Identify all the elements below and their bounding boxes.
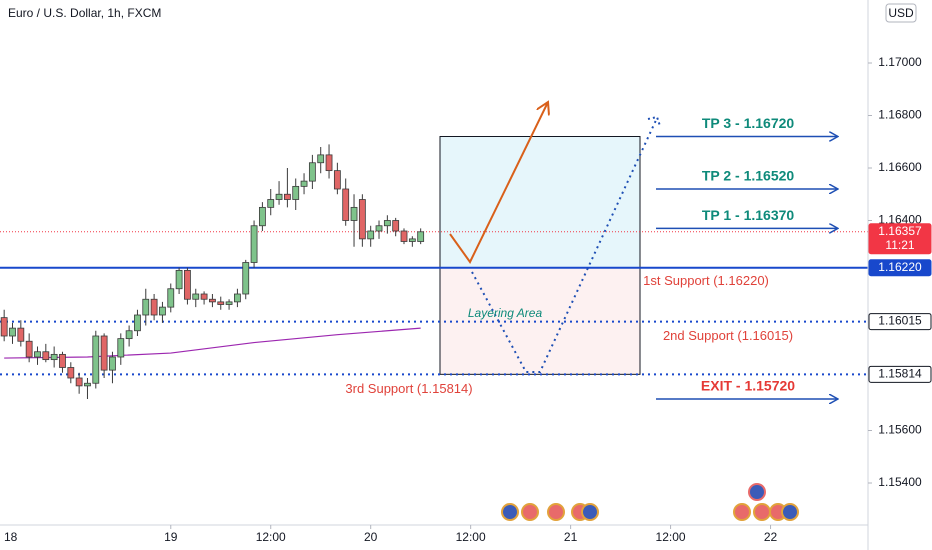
candle-body (333, 170, 341, 190)
candle-body (192, 293, 200, 300)
y-tick-label: 1.15400 (878, 475, 922, 489)
path-arrowhead (647, 115, 661, 127)
x-tick-label: 22 (764, 530, 778, 544)
candle-body (134, 314, 141, 332)
candle-body (325, 154, 333, 172)
currency: USD (888, 6, 914, 20)
candle-body (250, 225, 258, 263)
candle-body (100, 335, 108, 371)
price-tag-label: 1.16015 (878, 314, 922, 328)
price-tag-label: 1.15814 (878, 366, 922, 380)
y-tick-label: 1.16400 (878, 213, 922, 227)
y-tick-label: 1.16800 (878, 108, 922, 122)
candle-body (175, 269, 183, 290)
candle-body (350, 206, 358, 221)
candle-body (342, 188, 350, 221)
zone-label: Layering Area (468, 306, 543, 320)
y-tick-label: 1.15600 (878, 423, 922, 437)
profit-zone (439, 136, 641, 269)
candle-body (59, 353, 66, 368)
candle-body (0, 317, 8, 337)
x-tick-label: 20 (364, 530, 378, 544)
x-tick-label: 12:00 (256, 530, 286, 544)
price-tag (868, 365, 932, 383)
candle-body (200, 293, 208, 300)
x-tick-label: 18 (4, 530, 18, 544)
candle-body (167, 288, 175, 308)
candle-body (75, 377, 83, 387)
candle-body (308, 162, 316, 182)
candle-body (17, 327, 25, 342)
candle-body (142, 298, 150, 316)
support-label: 3rd Support (1.15814) (345, 381, 472, 396)
candle-body (125, 330, 133, 340)
price-tag (868, 313, 932, 331)
price-tag-label: 1.16357 (878, 224, 922, 238)
candle-body (117, 338, 125, 358)
candle-body (217, 301, 225, 305)
candle-body (292, 185, 300, 200)
chart-title: Euro / U.S. Dollar, 1h, FXCM (8, 6, 161, 20)
candle-body (242, 262, 250, 295)
x-tick-label: 12:00 (656, 530, 686, 544)
plot-area (0, 136, 868, 399)
candle-body (392, 220, 400, 232)
target-label: TP 3 - 1.16720 (702, 115, 795, 131)
candle-body (367, 230, 375, 240)
candle-body (184, 269, 191, 300)
layering-path (471, 117, 658, 373)
candle-body (408, 238, 416, 242)
candle-body (109, 356, 116, 371)
candle-body (50, 353, 58, 361)
currency-box[interactable] (885, 3, 917, 23)
candle-body (9, 327, 16, 337)
y-tick-label: 1.16600 (878, 160, 922, 174)
candle-body (25, 340, 33, 358)
bounce-arrow (449, 102, 548, 264)
candle-body (92, 335, 100, 384)
candle-body (234, 293, 241, 303)
candle-body (42, 351, 50, 361)
candle-body (283, 193, 291, 200)
target-label: TP 2 - 1.16520 (702, 168, 795, 184)
target-label: EXIT - 1.15720 (701, 378, 795, 394)
support-label: 2nd Support (1.16015) (663, 328, 793, 343)
candle-body (209, 298, 216, 303)
x-tick-label: 12:00 (456, 530, 486, 544)
price-tag-label: 1.16220 (878, 260, 922, 274)
price-tag (868, 259, 932, 277)
candle-body (417, 231, 425, 242)
countdown: 11:21 (885, 238, 914, 252)
candle-body (84, 382, 91, 387)
candle-body (159, 306, 166, 316)
candle-body (225, 301, 233, 305)
y-tick-label: 1.17000 (878, 55, 922, 69)
candle-body (258, 206, 266, 227)
candle-body (375, 225, 383, 232)
target-label: TP 1 - 1.16370 (702, 207, 795, 223)
candle-body (267, 199, 275, 208)
candle-body (67, 367, 75, 379)
price-tag (868, 223, 932, 255)
candle-body (358, 199, 366, 240)
candle-body (383, 220, 391, 227)
event-icons (501, 483, 799, 521)
candle-body (275, 193, 283, 200)
candle-body (400, 230, 408, 242)
candle-body (317, 154, 325, 164)
support-label: 1st Support (1.16220) (643, 273, 769, 288)
moving-average (4, 327, 421, 359)
candle-body (300, 180, 308, 187)
x-tick-label: 19 (164, 530, 178, 544)
x-tick-label: 21 (564, 530, 578, 544)
candle-body (150, 298, 158, 316)
candle-body (34, 351, 41, 358)
